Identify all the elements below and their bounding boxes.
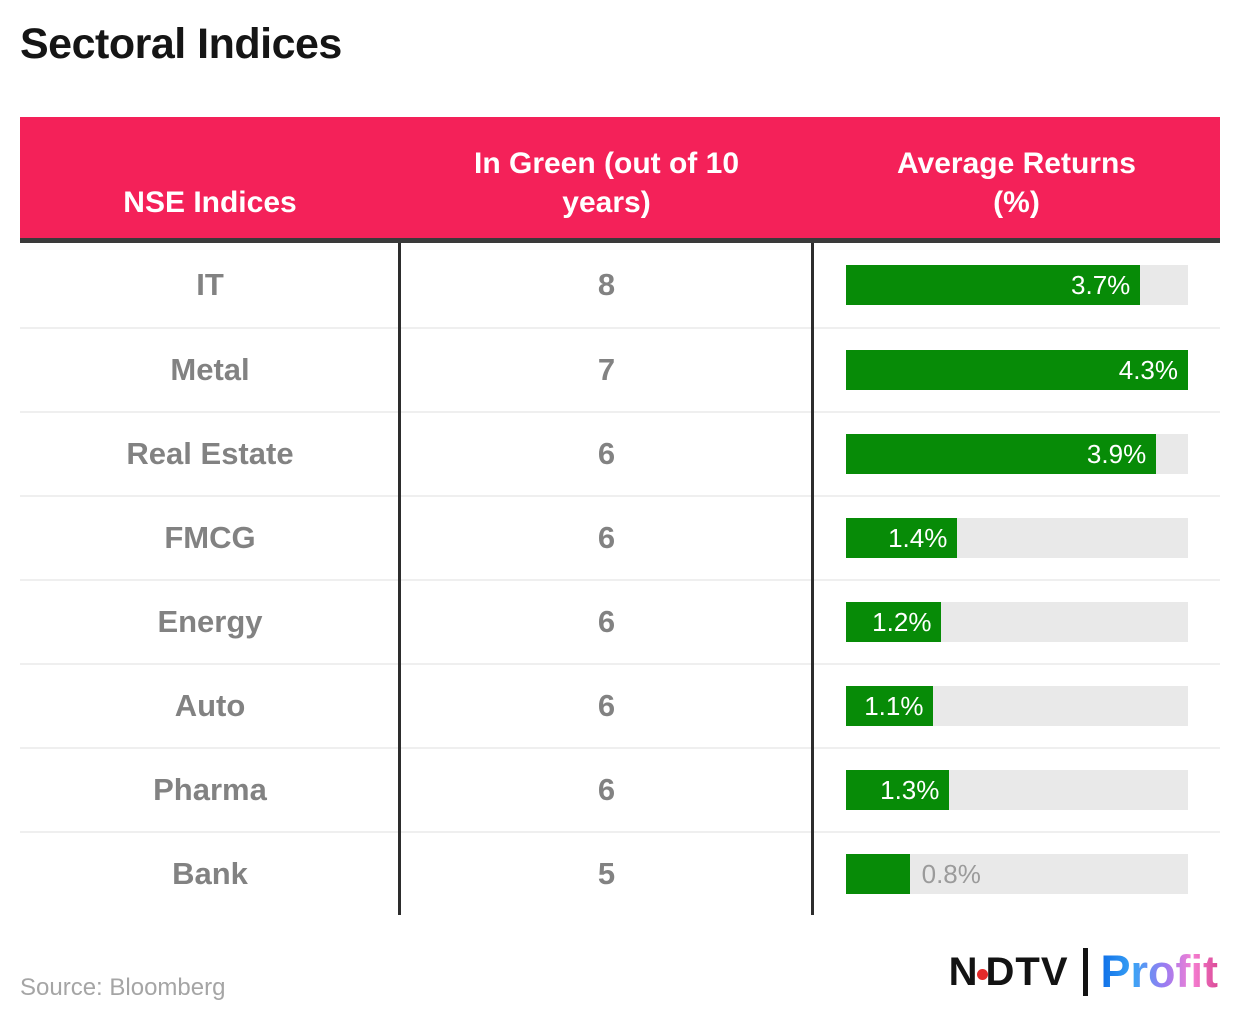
bar-track: 4.3%	[846, 350, 1188, 390]
bar-fill: 4.3%	[846, 350, 1188, 390]
bar-track: 0.8%	[846, 854, 1188, 894]
column-header-line: NSE Indices	[123, 186, 297, 220]
table-row: Bank 5 0.8%	[20, 831, 1220, 915]
row-label: Bank	[172, 856, 248, 891]
bar-fill: 1.3%	[846, 770, 950, 810]
green-years-value: 5	[597, 856, 616, 891]
bar-track: 1.3%	[846, 770, 1188, 810]
column-header-line: Average Returns	[897, 146, 1136, 180]
bar-track: 1.2%	[846, 602, 1188, 642]
column-header-3: Average Returns (%)	[813, 117, 1220, 238]
column-divider-1	[398, 243, 401, 915]
table-row: Pharma 6 1.3%	[20, 747, 1220, 831]
profit-wordmark: Profit	[1100, 946, 1219, 997]
bar-value-label: 3.9%	[1086, 438, 1147, 469]
table-row: Real Estate 6 3.9%	[20, 411, 1220, 495]
bar-track: 1.1%	[846, 686, 1188, 726]
green-years-value: 6	[597, 688, 616, 723]
column-header-1: NSE Indices	[20, 117, 400, 238]
bar-value-label: 3.7%	[1071, 269, 1131, 300]
returns-bar-cell: 0.8%	[813, 833, 1220, 915]
row-label: IT	[196, 267, 224, 302]
table-row: FMCG 6 1.4%	[20, 495, 1220, 579]
column-header-2: In Green (out of 10 years)	[400, 117, 813, 238]
bar-value-label: 4.3%	[1118, 354, 1178, 385]
bar-value-label: 1.1%	[864, 690, 924, 721]
bar-value-label: 1.2%	[872, 606, 932, 637]
column-header-line: (%)	[993, 186, 1040, 220]
source-note: Source: Bloomberg	[20, 974, 226, 1001]
bar-value-label: 1.3%	[880, 774, 940, 805]
ndtv-wordmark: N DTV	[949, 950, 1069, 995]
green-years-value: 8	[597, 267, 616, 302]
bar-value-label: 0.8%	[921, 858, 981, 889]
returns-bar-cell: 1.4%	[813, 497, 1220, 579]
green-years-value: 6	[597, 520, 616, 555]
bar-value-label: 1.4%	[888, 522, 948, 553]
bar-fill	[846, 854, 910, 894]
ndtv-red-dot-icon	[976, 968, 988, 980]
row-label: Real Estate	[126, 436, 294, 471]
column-divider-2	[811, 243, 814, 915]
table-row: Auto 6 1.1%	[20, 663, 1220, 747]
returns-bar-cell: 3.7%	[813, 243, 1220, 327]
bar-fill: 3.7%	[846, 265, 1141, 305]
returns-bar-cell: 4.3%	[813, 329, 1220, 411]
column-header-line: years)	[562, 186, 651, 220]
returns-bar-cell: 1.1%	[813, 665, 1220, 747]
bar-fill: 1.4%	[846, 518, 958, 558]
bar-track: 1.4%	[846, 518, 1188, 558]
returns-bar-cell: 1.3%	[813, 749, 1220, 831]
column-header-line: In Green (out of 10	[473, 146, 740, 180]
table-row: Energy 6 1.2%	[20, 579, 1220, 663]
returns-bar-cell: 3.9%	[813, 413, 1220, 495]
green-years-value: 6	[597, 772, 616, 807]
table-row: Metal 7 4.3%	[20, 327, 1220, 411]
bar-track: 3.7%	[846, 265, 1188, 305]
row-label: Pharma	[153, 772, 267, 807]
header-bottom-border	[20, 238, 1220, 243]
page-title: Sectoral Indices	[20, 20, 342, 68]
row-label: FMCG	[164, 520, 256, 555]
table-row: IT 8 3.7%	[20, 243, 1220, 327]
ndtv-profit-logo: N DTV Profit	[949, 946, 1218, 998]
table-header-row: NSE Indices In Green (out of 10 years) Aver…	[20, 117, 1220, 238]
green-years-value: 7	[597, 352, 616, 387]
ndtv-letter-n: N	[948, 949, 979, 994]
row-label: Metal	[170, 352, 250, 387]
bar-fill: 1.2%	[846, 602, 942, 642]
bar-track: 3.9%	[846, 434, 1188, 474]
logo-divider-bar	[1082, 948, 1088, 996]
table-body: IT 8 3.7% Metal 7 4.3% Real Estate 6 3.9% FMCG 6 1.…	[20, 243, 1220, 915]
row-label: Auto	[174, 688, 246, 723]
ndtv-letters-dtv: DTV	[985, 949, 1069, 994]
returns-bar-cell: 1.2%	[813, 581, 1220, 663]
sectoral-indices-table: NSE Indices In Green (out of 10 years) Aver…	[20, 117, 1220, 915]
row-label: Energy	[157, 604, 263, 639]
green-years-value: 6	[597, 436, 616, 471]
bar-fill: 1.1%	[846, 686, 934, 726]
bar-fill: 3.9%	[846, 434, 1157, 474]
green-years-value: 6	[597, 604, 616, 639]
